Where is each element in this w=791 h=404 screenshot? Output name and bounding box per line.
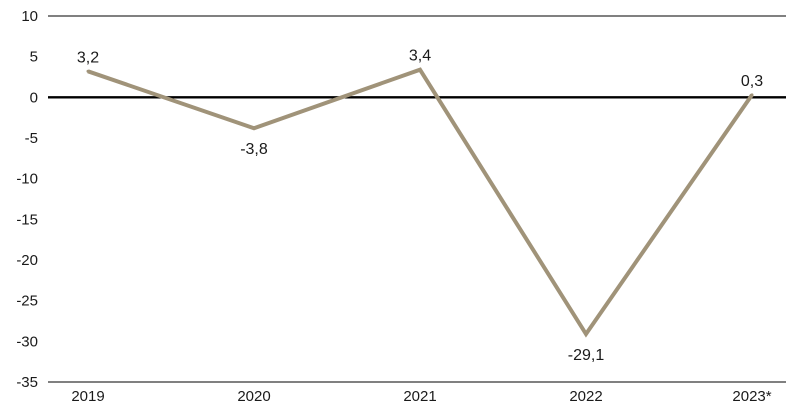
y-tick-label: -25	[16, 293, 38, 310]
data-label: -3,8	[240, 141, 268, 158]
data-point	[584, 332, 588, 336]
x-axis: 2019 2020 2021 2022 2023*	[71, 388, 771, 404]
y-tick-label: -5	[25, 130, 38, 147]
x-tick-label: 2021	[403, 388, 436, 404]
data-point	[750, 93, 754, 97]
data-label: 3,4	[409, 48, 431, 65]
y-tick-label: 10	[21, 8, 38, 25]
y-tick-label: 5	[30, 49, 38, 66]
y-tick-label: -10	[16, 171, 38, 188]
data-point	[252, 126, 256, 130]
y-tick-label: 0	[30, 89, 38, 106]
series-group	[86, 67, 754, 338]
data-point	[418, 68, 422, 72]
x-tick-label: 2023*	[732, 388, 771, 404]
x-tick-label: 2020	[237, 388, 270, 404]
y-axis: 10 5 0 -5 -10 -15 -20 -25 -30 -35	[16, 8, 786, 391]
data-label: 3,2	[77, 49, 99, 66]
y-tick-label: -30	[16, 333, 38, 350]
x-tick-label: 2022	[569, 388, 602, 404]
data-label: 0,3	[741, 73, 763, 90]
y-tick-label: -35	[16, 374, 38, 391]
y-tick-label: -15	[16, 211, 38, 228]
data-labels: 3,2 -3,8 3,4 -29,1 0,3	[77, 48, 763, 364]
x-tick-label: 2019	[71, 388, 104, 404]
y-tick-label: -20	[16, 252, 38, 269]
series-line	[87, 67, 754, 338]
data-point	[86, 69, 90, 73]
data-label: -29,1	[568, 347, 605, 364]
